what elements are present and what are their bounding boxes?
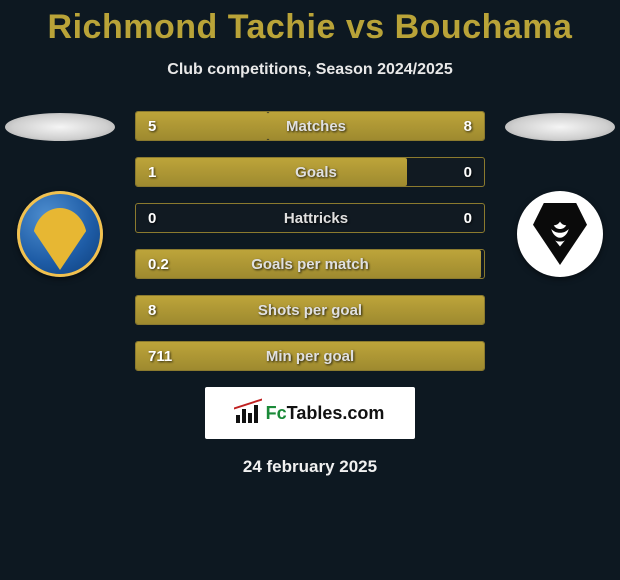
stat-row: 711Min per goal <box>135 341 485 371</box>
date-text: 24 february 2025 <box>0 457 620 477</box>
page-title: Richmond Tachie vs Bouchama <box>0 0 620 47</box>
bar-chart-icon <box>236 403 260 423</box>
stat-row: 58Matches <box>135 111 485 141</box>
left-player-avatar-placeholder <box>5 113 115 141</box>
stat-label: Matches <box>142 118 490 135</box>
left-club-crest <box>17 191 103 277</box>
stat-row: 00Hattricks <box>135 203 485 233</box>
brand-suffix: Tables.com <box>287 403 385 423</box>
stat-label: Goals <box>142 164 490 181</box>
brand-prefix: Fc <box>266 403 287 423</box>
left-player-column <box>0 111 120 277</box>
subtitle: Club competitions, Season 2024/2025 <box>0 61 620 79</box>
stat-row: 0.2Goals per match <box>135 249 485 279</box>
stat-label: Hattricks <box>142 210 490 227</box>
stat-row: 8Shots per goal <box>135 295 485 325</box>
eagle-icon <box>533 203 587 265</box>
stat-label: Goals per match <box>136 256 484 273</box>
stat-bars: 58Matches 10Goals 00Hattricks 0.2Goals per … <box>135 111 485 371</box>
stat-row: 10Goals <box>135 157 485 187</box>
right-club-crest <box>517 191 603 277</box>
stat-label: Shots per goal <box>136 302 484 319</box>
right-player-column <box>500 111 620 277</box>
brand-text: FcTables.com <box>266 403 385 424</box>
brand-badge: FcTables.com <box>205 387 415 439</box>
right-player-avatar-placeholder <box>505 113 615 141</box>
shield-icon <box>33 208 87 270</box>
comparison-area: 58Matches 10Goals 00Hattricks 0.2Goals per … <box>0 111 620 371</box>
stat-label: Min per goal <box>136 348 484 365</box>
